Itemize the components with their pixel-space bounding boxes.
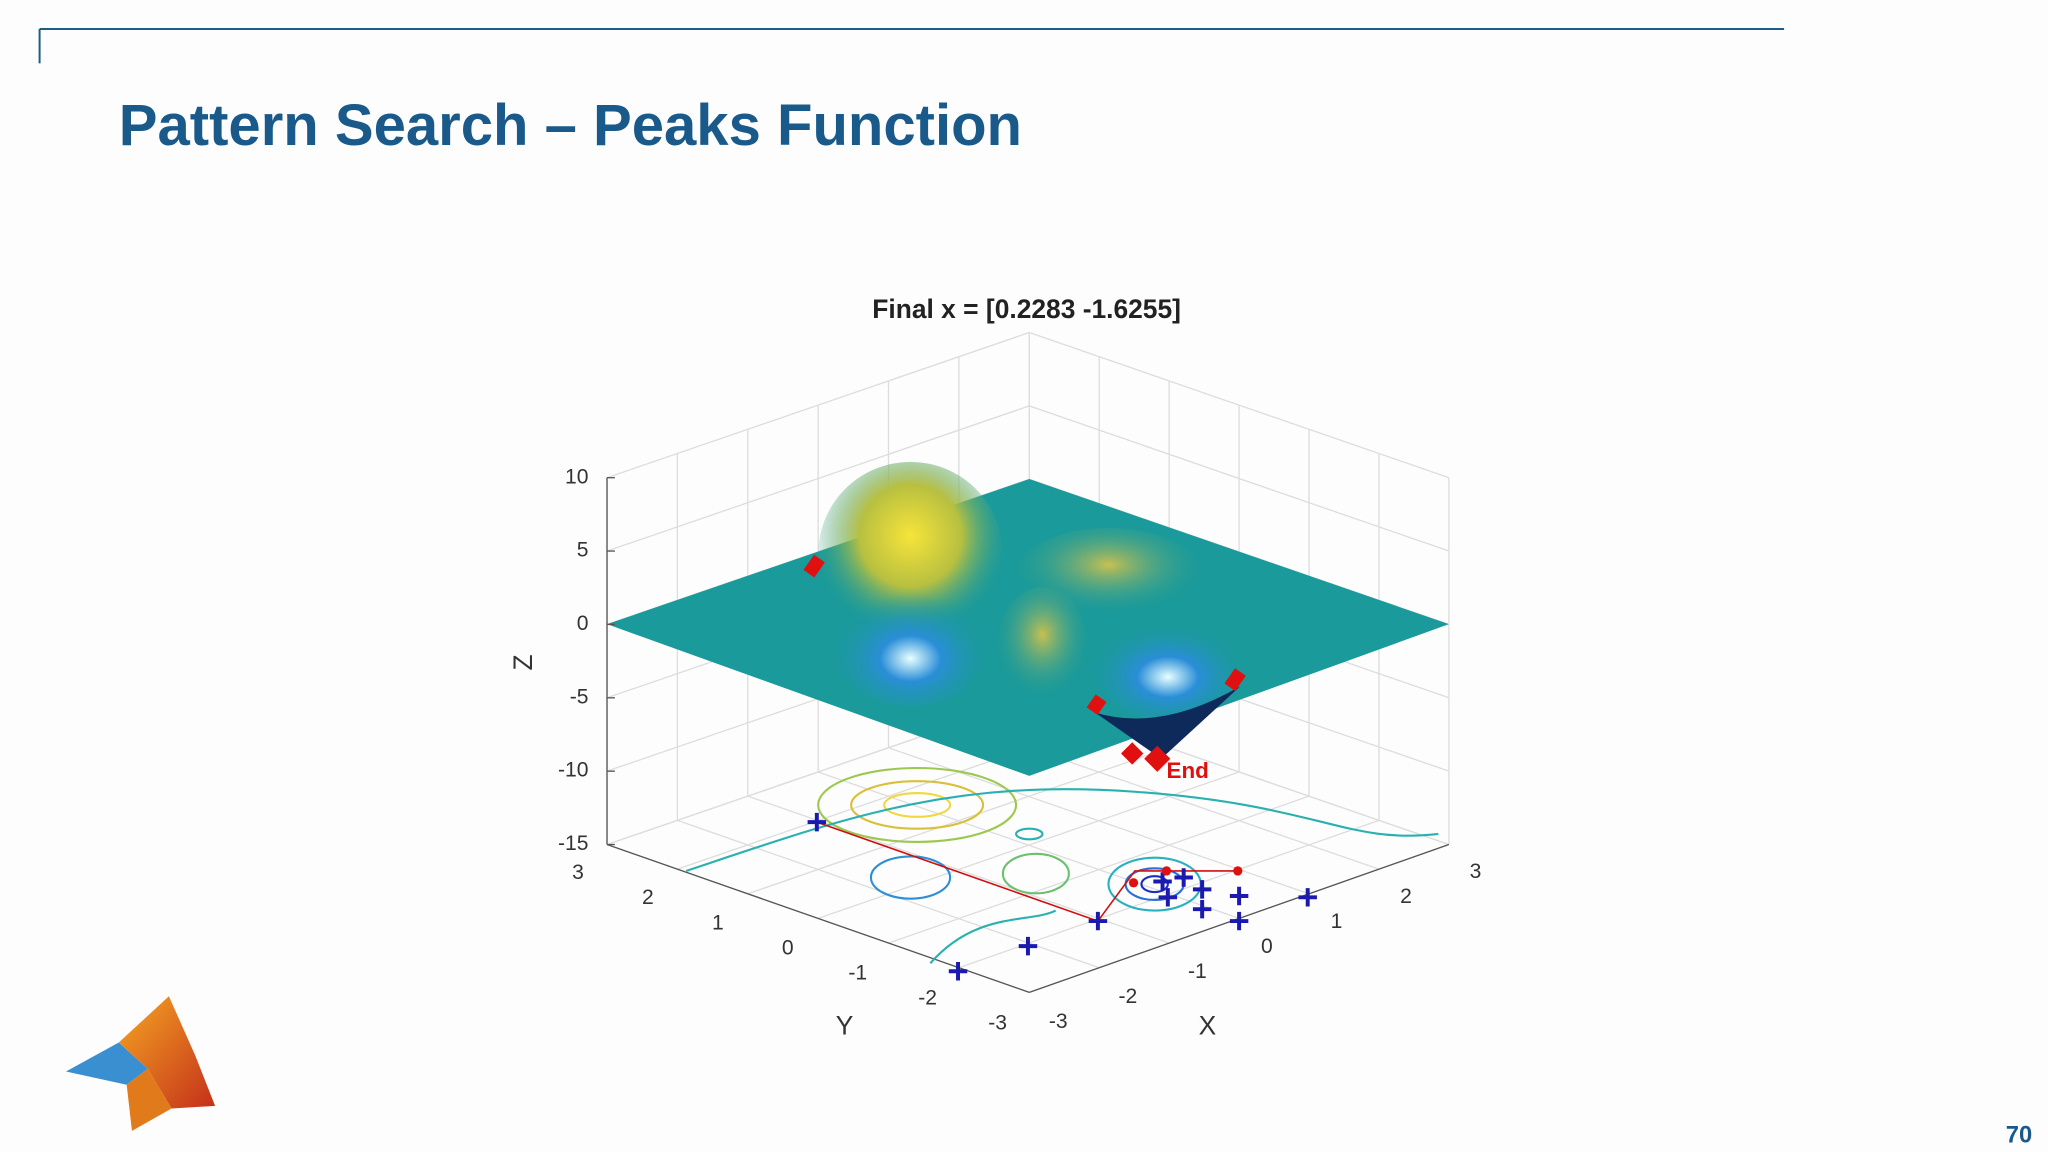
mesh-points — [803, 554, 1246, 772]
matlab-logo — [65, 996, 216, 1131]
z-tick-label: 10 — [565, 465, 588, 488]
dip — [831, 587, 990, 706]
z-tick-label: 5 — [577, 539, 589, 562]
z-tick-label: -10 — [558, 759, 589, 782]
poll-points — [807, 812, 1317, 981]
y-tick-label: -2 — [918, 987, 937, 1010]
contours — [685, 766, 1439, 964]
x-tick-label: 3 — [1470, 860, 1482, 883]
slide-title: Pattern Search – Peaks Function — [119, 93, 1022, 158]
dip — [1088, 613, 1248, 720]
z-tick-label: 0 — [577, 612, 589, 635]
z-tick-label: -15 — [558, 832, 589, 855]
x-tick-label: 1 — [1331, 910, 1343, 933]
z-axis-label: Z — [508, 654, 538, 670]
y-tick-label: 1 — [712, 911, 724, 934]
well — [1095, 686, 1241, 759]
peak — [996, 587, 1089, 706]
y-tick-label: -1 — [848, 961, 867, 984]
y-tick-label: 2 — [642, 886, 654, 909]
x-tick-label: 0 — [1261, 935, 1273, 958]
y-axis-label: Y — [836, 1011, 854, 1041]
y-tick-label: -3 — [988, 1012, 1007, 1035]
y-tick-label: 3 — [572, 861, 584, 884]
search-path — [816, 821, 1238, 923]
x-tick-label: -3 — [1049, 1010, 1068, 1033]
x-axis-label: X — [1199, 1011, 1217, 1041]
page-number: 70 — [2006, 1122, 2032, 1149]
end-label: End — [1167, 758, 1209, 783]
y-tick-label: 0 — [782, 936, 794, 959]
x-tick-label: -1 — [1188, 960, 1207, 983]
path-dots — [1128, 866, 1243, 888]
x-tick-label: -2 — [1118, 985, 1137, 1008]
z-tick-label: -5 — [570, 685, 589, 708]
x-tick-label: 2 — [1400, 885, 1412, 908]
figure-title: Final x = [0.2283 -1.6255] — [872, 294, 1181, 324]
